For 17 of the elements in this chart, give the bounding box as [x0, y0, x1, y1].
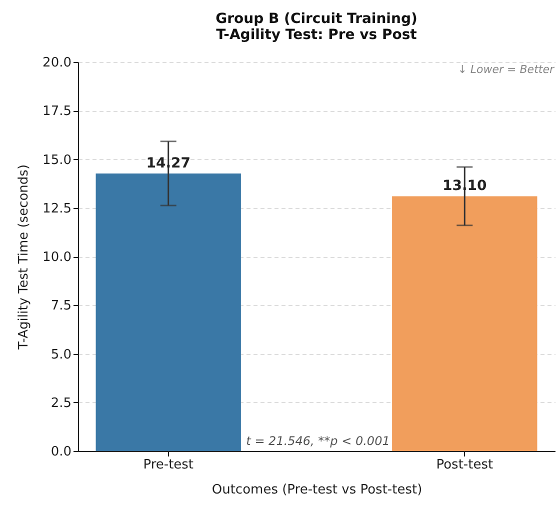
y-tick-label: 12.5 [42, 201, 72, 216]
y-tick-label: 2.5 [50, 396, 72, 411]
y-tick-label: 17.5 [42, 104, 72, 120]
y-tick-label: 7.5 [50, 298, 72, 314]
y-tick-label: 20.0 [42, 56, 72, 70]
chart-subtitle: T-Agility Test: Pre vs Post [216, 27, 418, 43]
x-tick-label: Post-test [436, 458, 494, 472]
annotation: ↓ Lower = Better [458, 63, 556, 76]
annotation: t = 21.546, **p < 0.001 [246, 434, 390, 448]
y-tick-label: 15.0 [42, 152, 72, 168]
y-axis-title: T-Agility Test Time (seconds) [16, 164, 32, 351]
chart-title: Group B (Circuit Training) [216, 11, 418, 27]
y-tick-label: 10.0 [42, 250, 72, 265]
y-tick-label: 0.0 [50, 444, 72, 460]
y-tick-label: 5.0 [50, 347, 72, 362]
x-axis-title: Outcomes (Pre-test vs Post-test) [212, 482, 422, 498]
x-tick-label: Pre-test [143, 458, 194, 472]
